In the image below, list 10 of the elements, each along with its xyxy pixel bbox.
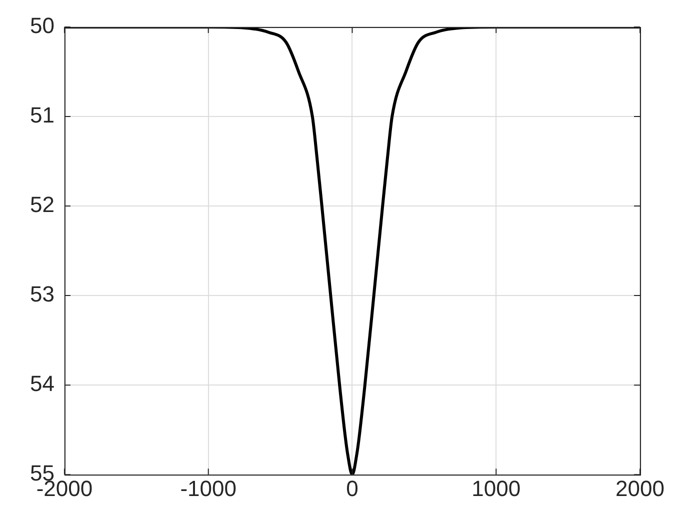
x-tick-label: 1000: [472, 476, 521, 501]
y-tick-label: 51: [30, 102, 54, 128]
y-tick-label: 50: [30, 13, 54, 38]
y-tick-label: 52: [30, 192, 54, 218]
y-tick-label: 53: [30, 282, 54, 307]
y-tick-label: 54: [30, 371, 54, 396]
line-series: [64, 27, 640, 475]
x-tick-label: 0: [346, 476, 358, 501]
x-tick-label: 2000: [616, 476, 664, 501]
x-tick-label: -1000: [180, 476, 236, 501]
